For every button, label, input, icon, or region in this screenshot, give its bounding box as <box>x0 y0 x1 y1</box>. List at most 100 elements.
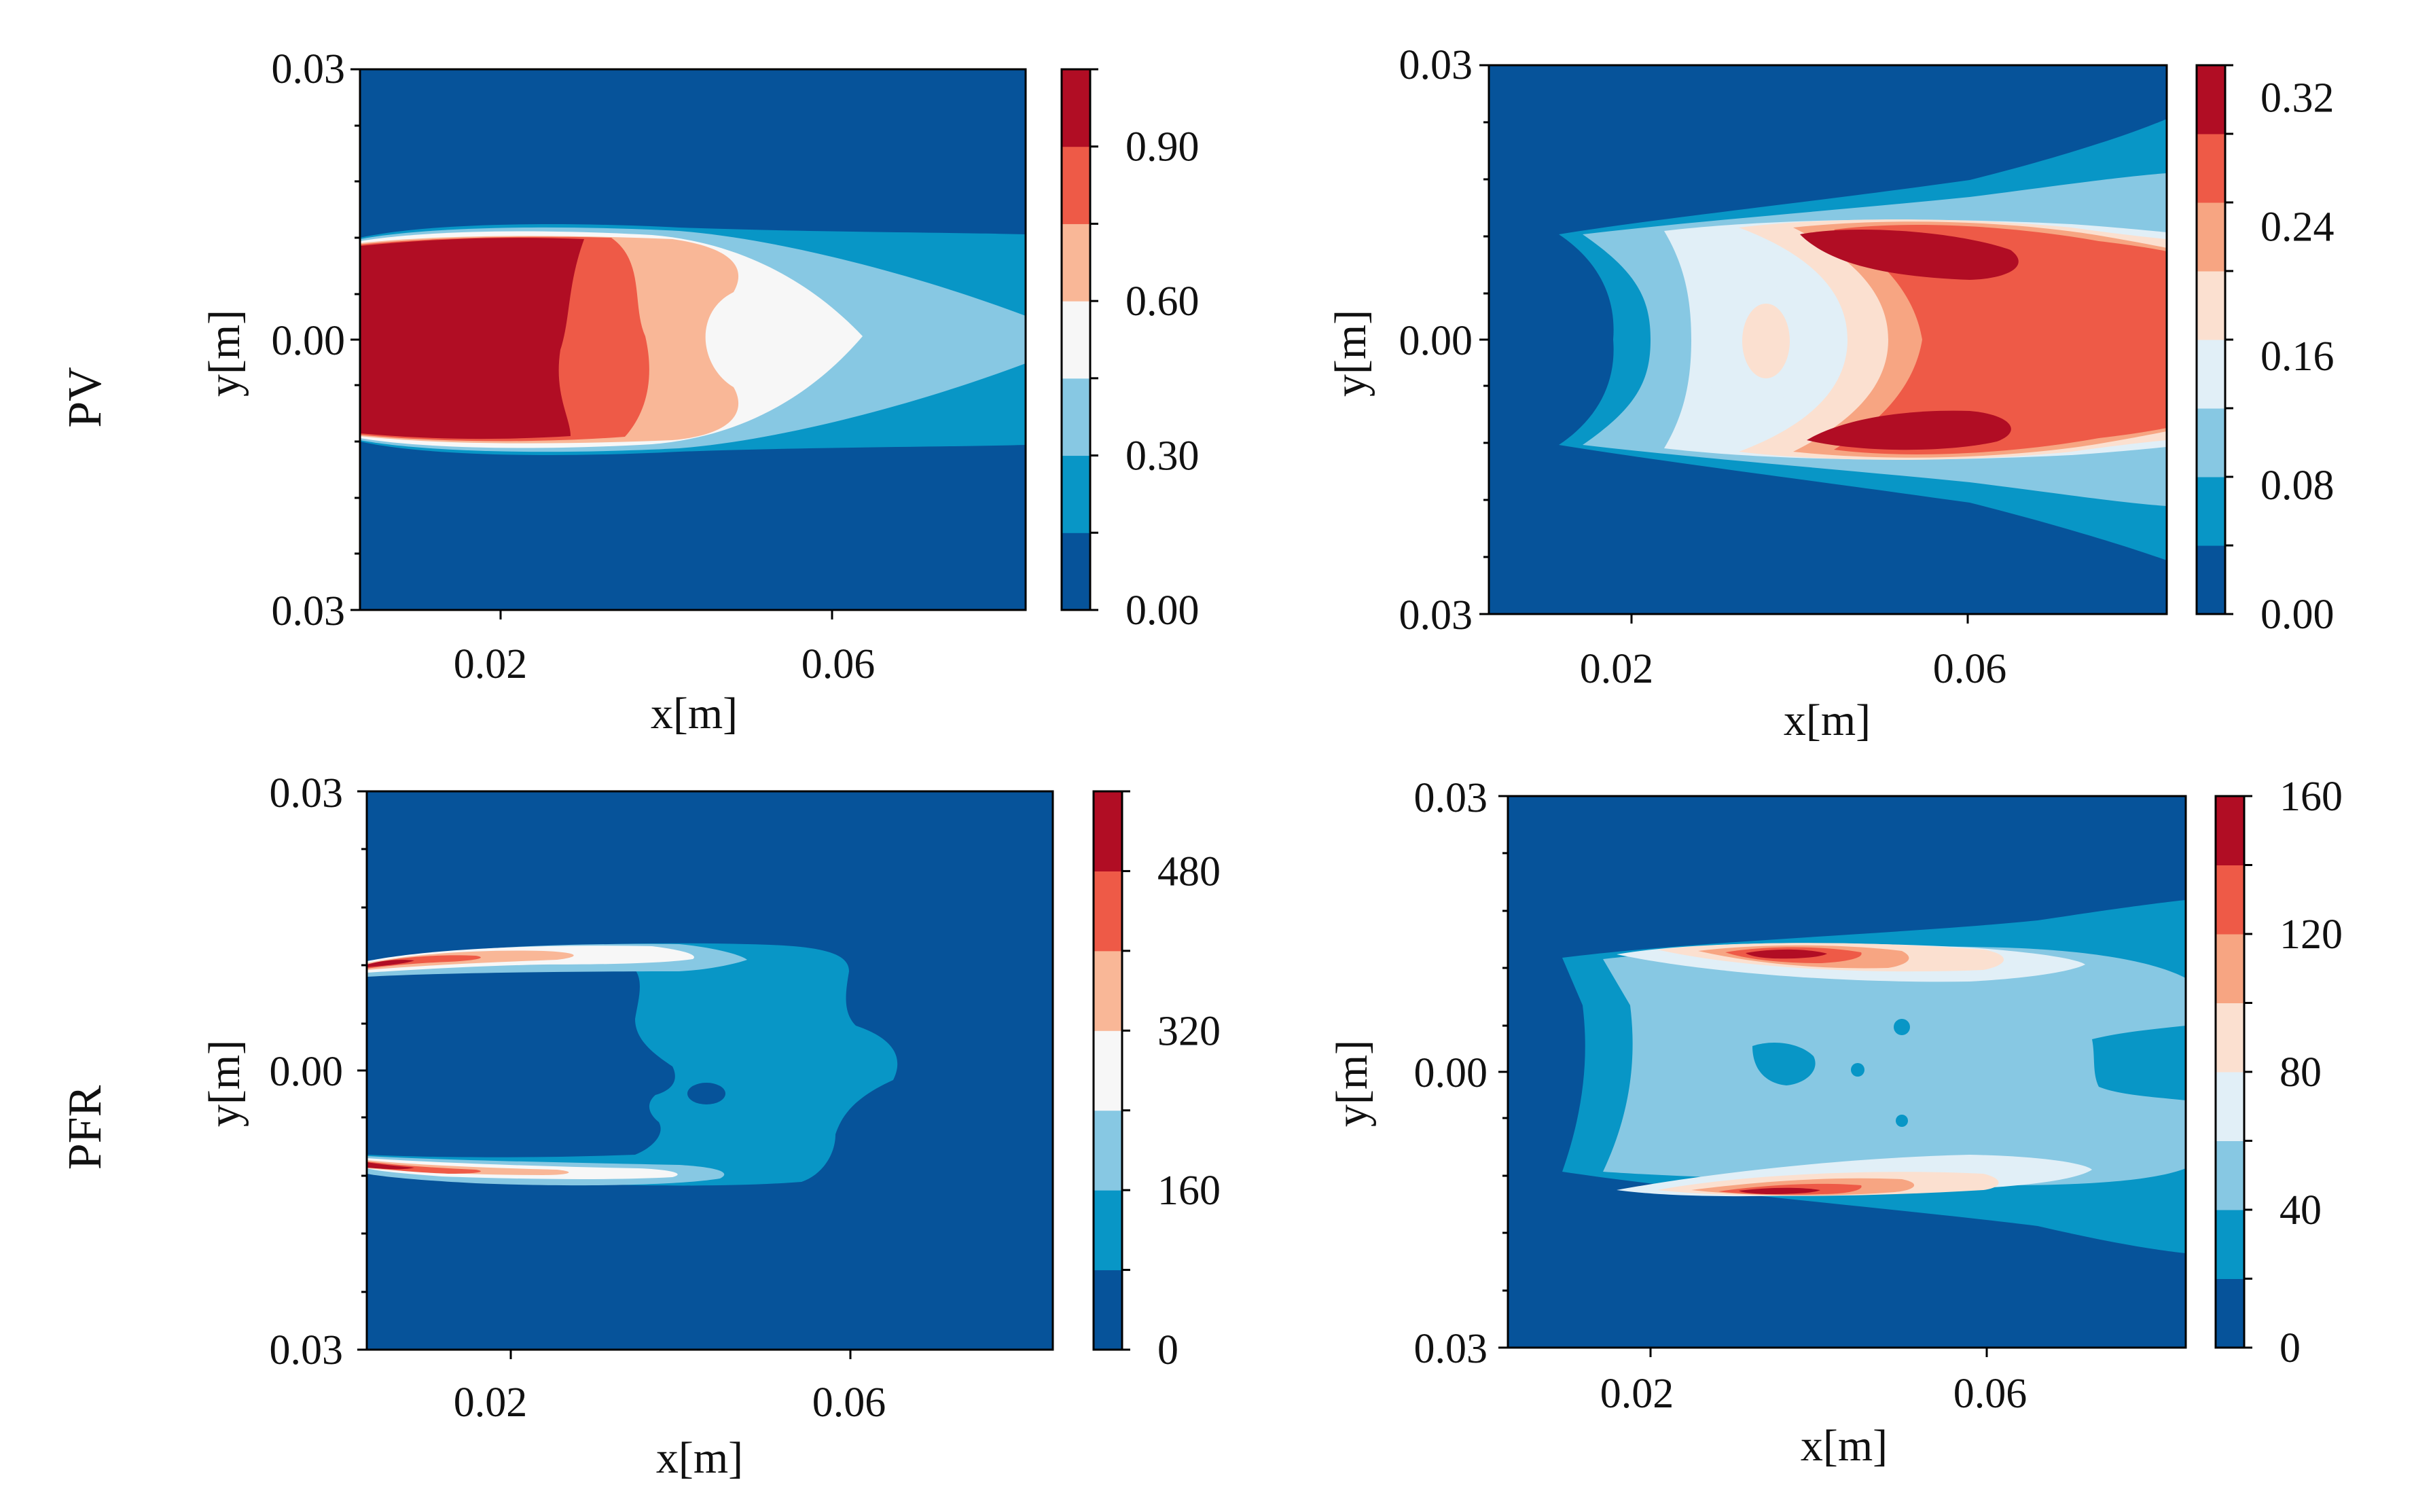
y-tick-label: 0.00 <box>272 318 346 364</box>
y-tick-label: 0.03 <box>1399 42 1473 88</box>
y-axis-label: y[m] <box>200 1040 249 1127</box>
colorbar-band <box>2197 340 2225 409</box>
y-axis-label: y[m] <box>1326 310 1375 397</box>
y-axis-label: y[m] <box>200 310 249 397</box>
contour-level-6 <box>367 960 414 967</box>
colorbar: 0 160 320 480 <box>1092 790 1221 1373</box>
y-axis-label: y[m] <box>1327 1040 1377 1127</box>
y-tick-label: 0.03 <box>270 1327 344 1373</box>
colorbar-band <box>1094 871 1122 952</box>
x-tick-label: 0.02 <box>454 641 528 687</box>
x-axis-label: x[m] <box>651 689 738 738</box>
colorbar-band <box>2197 271 2225 340</box>
contour-level-3b <box>367 1158 678 1179</box>
x-axis-label: x[m] <box>656 1433 743 1483</box>
colorbar-band <box>1062 223 1090 302</box>
x-tick-label: 0.06 <box>801 641 876 687</box>
x-tick-label: 0.02 <box>1600 1371 1674 1417</box>
y-ticks <box>1479 64 1489 615</box>
colorbar-tick-label: 160 <box>1157 1168 1221 1214</box>
colorbar-tick-label: 120 <box>2279 912 2343 958</box>
x-axis-label: x[m] <box>1784 696 1871 745</box>
colorbar-band <box>1062 378 1090 456</box>
colorbar-band <box>2197 408 2225 478</box>
x-tick-label: 0.06 <box>1933 646 2007 692</box>
contour-level-7a <box>1746 949 1827 959</box>
colorbar-band <box>2216 865 2244 935</box>
colorbar-band <box>1062 455 1090 533</box>
colorbar-band <box>2216 934 2244 1003</box>
y-tick-label: 0.03 <box>1414 1326 1488 1372</box>
colorbar-tick-label: 480 <box>1157 848 1221 895</box>
contour-level-7a <box>1800 230 2019 280</box>
contour-blob <box>687 1083 725 1104</box>
colorbar-band <box>1094 950 1122 1031</box>
contour-field <box>1508 796 2186 1348</box>
contour-field <box>367 791 1053 1350</box>
colorbar-tick-label: 0 <box>2279 1325 2301 1371</box>
colorbar-tick-label: 0.08 <box>2260 463 2335 509</box>
row-label-pfr: PFR <box>59 1085 111 1170</box>
colorbar-band <box>2197 65 2225 134</box>
colorbar: 0 40 80 120 160 <box>2214 774 2343 1371</box>
x-ticks <box>1649 1348 1988 1357</box>
colorbar-band <box>1094 1270 1122 1350</box>
contour-level-6 <box>360 238 584 439</box>
colorbar-band <box>1062 69 1090 147</box>
y-ticks <box>350 68 360 611</box>
colorbar-band <box>1094 1190 1122 1271</box>
contour-level-5b <box>367 1162 481 1174</box>
colorbar-tick-label: 0.60 <box>1125 278 1200 325</box>
y-ticks <box>357 790 367 1351</box>
contour-level-4 <box>367 950 574 970</box>
y-ticks <box>1498 795 1508 1349</box>
panel-pv-mean: 0.02 0.06 0.03 0.00 0.03 x[m] y[m] 0.000… <box>200 46 1200 738</box>
colorbar-band <box>1062 533 1090 611</box>
contour-level-7b <box>1807 410 2011 450</box>
x-tick-label: 0.02 <box>454 1380 528 1426</box>
colorbar-band <box>2216 1072 2244 1141</box>
x-tick-label: 0.02 <box>1580 646 1654 692</box>
colorbar-band <box>2197 134 2225 203</box>
colorbar-band <box>2197 202 2225 272</box>
contour-spot <box>1896 1115 1908 1127</box>
contour-inner-dark2 <box>2092 1026 2186 1100</box>
y-tick-label: 0.03 <box>1399 592 1473 638</box>
colorbar-band <box>2216 1210 2244 1279</box>
contour-inner-peak <box>1742 304 1790 378</box>
colorbar-band <box>2197 545 2225 615</box>
colorbar-tick-label: 0.32 <box>2260 75 2335 122</box>
colorbar-band <box>1062 146 1090 224</box>
colorbar-frame <box>1060 68 1092 611</box>
contour-field <box>1489 65 2167 614</box>
contour-level-6 <box>1834 225 2167 454</box>
contour-hole-upper <box>367 965 675 1157</box>
colorbar-tick-label: 0 <box>1157 1327 1178 1373</box>
colorbar-tick-label: 80 <box>2279 1049 2322 1096</box>
colorbar-tick-label: 40 <box>2279 1187 2322 1234</box>
contour-level-6b <box>367 1162 414 1170</box>
colorbar-tick-label: 320 <box>1157 1008 1221 1054</box>
contour-field <box>360 69 1026 610</box>
colorbar-tick-label: 0.24 <box>2260 204 2335 251</box>
panel-pfr-rms: 0.02 0.06 0.03 0.00 0.03 x[m] y[m] 0 40 80… <box>1327 774 2343 1471</box>
colorbar-tick-label: 0.30 <box>1125 433 1200 480</box>
y-tick-label: 0.00 <box>1414 1050 1488 1096</box>
y-tick-label: 0.03 <box>272 588 346 634</box>
contour-level-7b <box>1739 1187 1820 1194</box>
x-ticks <box>1630 614 1969 624</box>
x-ticks <box>499 610 833 619</box>
y-tick-label: 0.00 <box>270 1049 344 1095</box>
y-tick-label: 0.03 <box>270 770 344 816</box>
panel-pfr-mean: 0.02 0.06 0.03 0.00 0.03 x[m] y[m] 0 160 3… <box>200 770 1221 1483</box>
contour-inner-dark1 <box>1752 1043 1816 1085</box>
panel-pv-rms: 0.02 0.06 0.03 0.00 0.03 x[m] y[m] 0.000… <box>1326 42 2335 745</box>
contour-level-2 <box>1603 946 2186 1185</box>
colorbar-tick-label: 160 <box>2279 774 2343 820</box>
y-tick-label: 0.03 <box>1414 775 1488 821</box>
row-label-pv: PV <box>59 367 111 427</box>
x-tick-label: 0.06 <box>812 1380 886 1426</box>
colorbar: 0.00 0.30 0.60 0.90 <box>1060 68 1200 634</box>
x-ticks <box>509 1350 852 1359</box>
